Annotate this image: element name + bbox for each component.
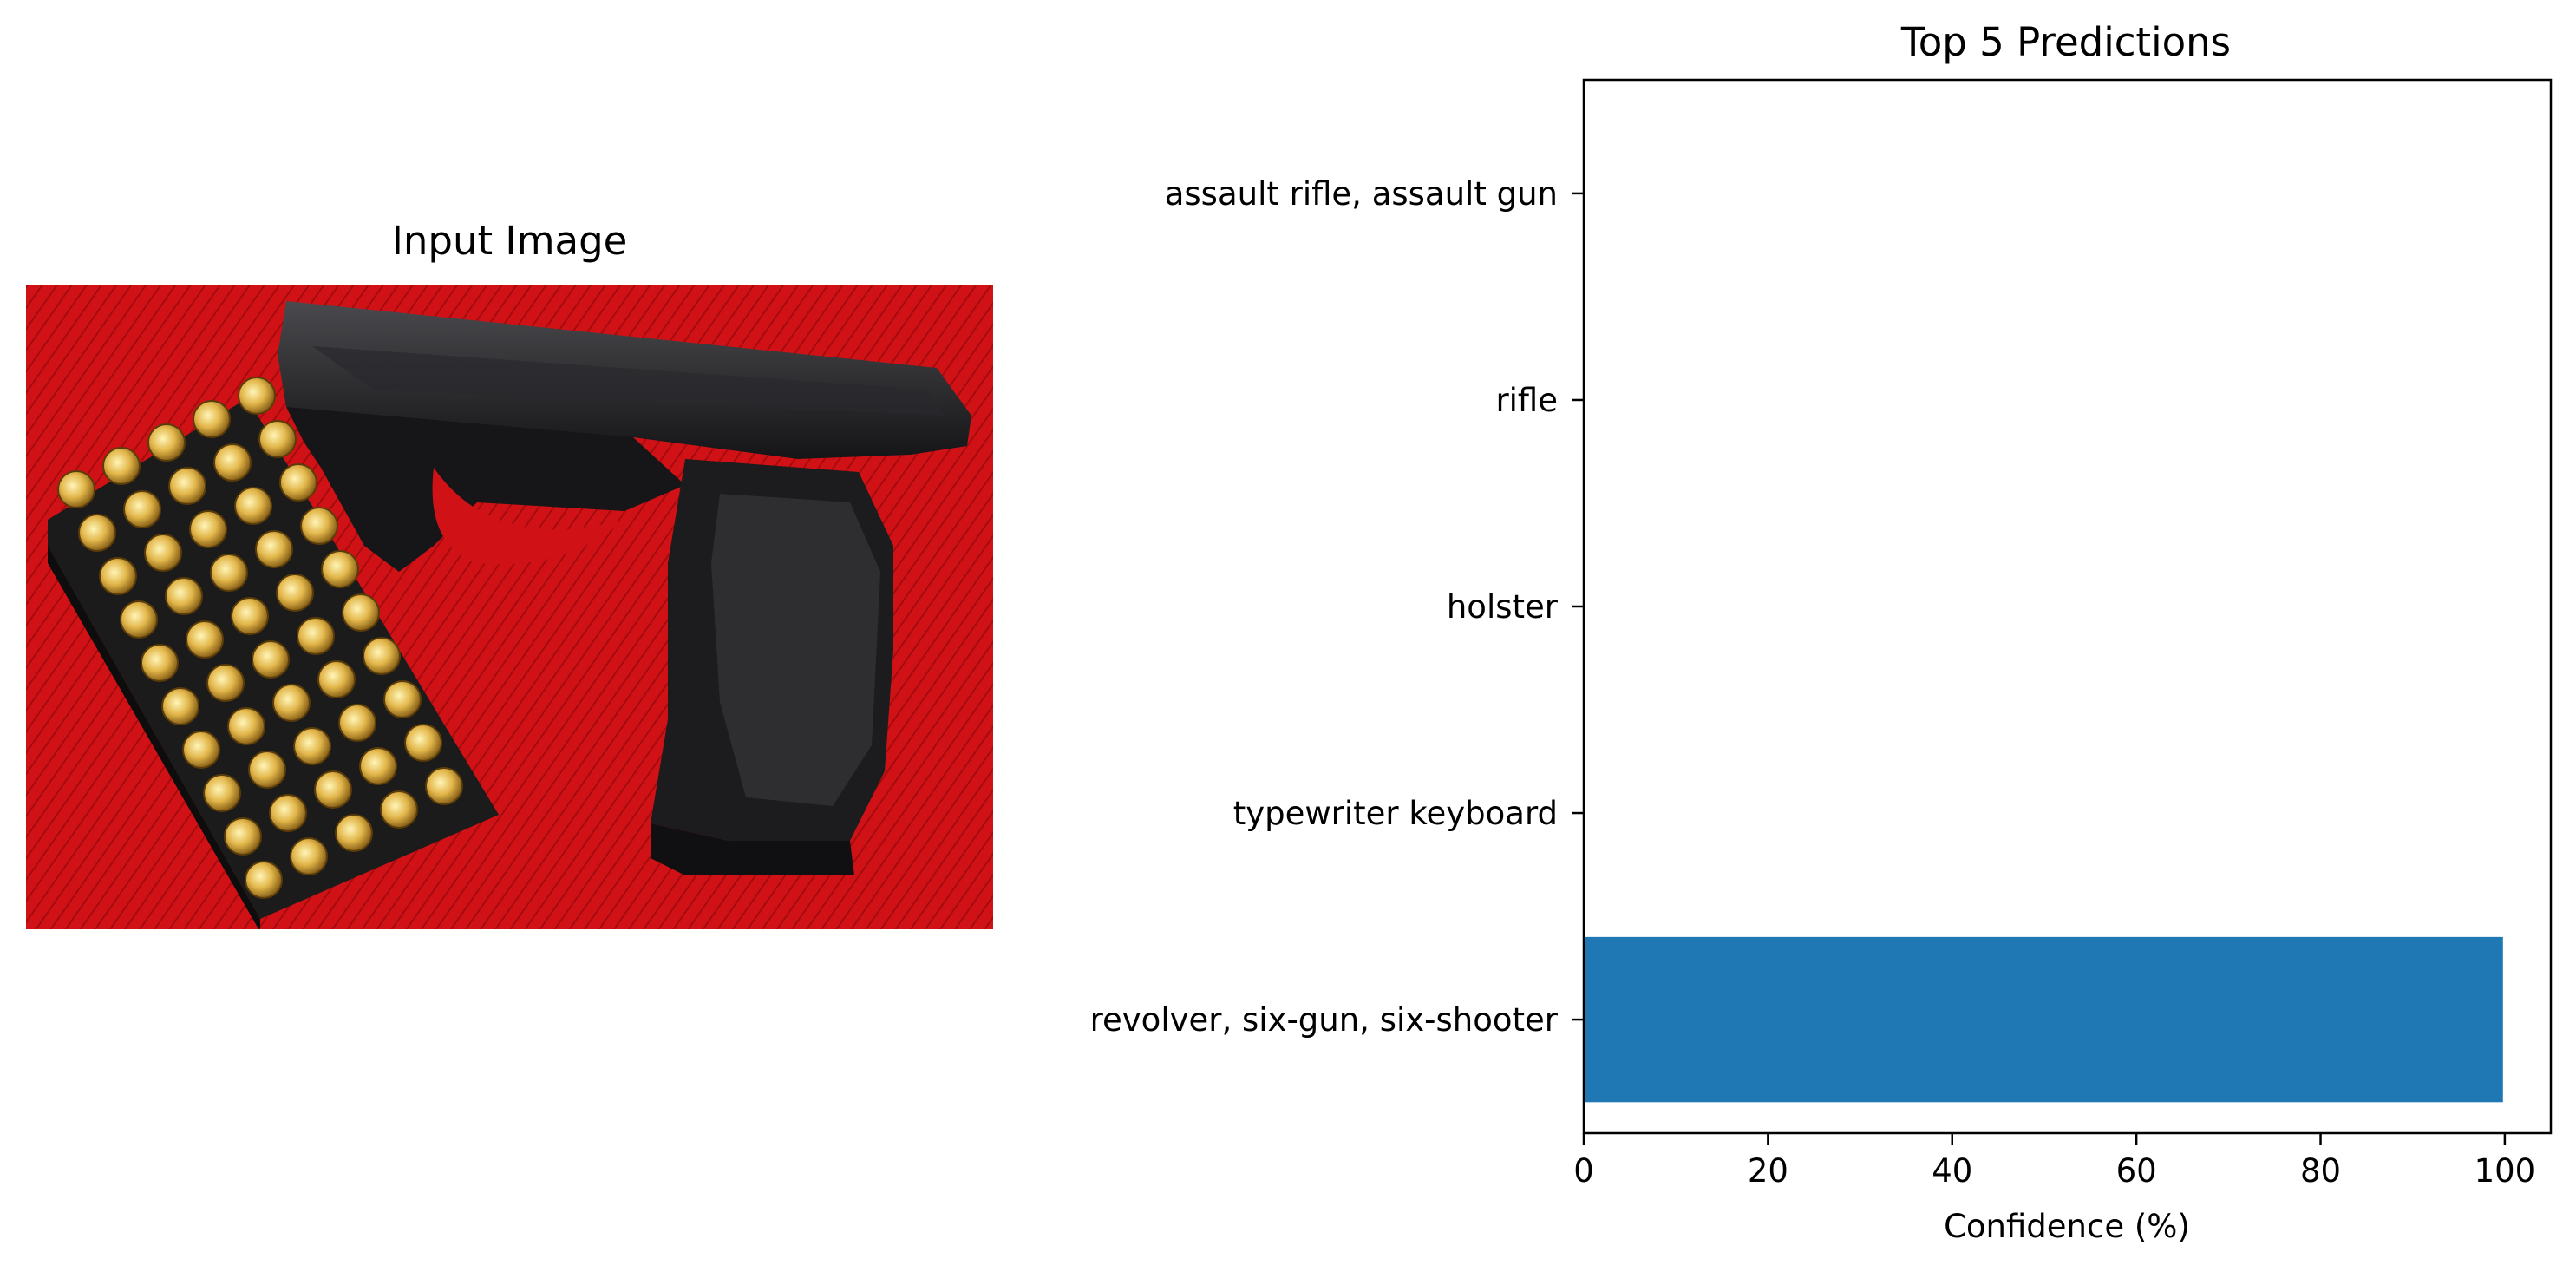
x-tick-label: 40 <box>1932 1152 1972 1190</box>
cartridge <box>213 443 252 482</box>
cartridge <box>314 770 352 809</box>
y-tick-label: assault rifle, assault gun <box>1165 175 1558 213</box>
cartridge <box>317 660 356 698</box>
cartridge <box>255 530 293 568</box>
cartridge <box>102 447 141 485</box>
cartridge <box>78 514 116 552</box>
x-tick-label: 60 <box>2116 1152 2157 1190</box>
bar-0 <box>1584 936 2503 1103</box>
y-tick-label: revolver, six-gun, six-shooter <box>1090 1001 1559 1039</box>
cartridge <box>297 617 335 655</box>
cartridge <box>279 463 317 502</box>
cartridge <box>252 640 290 679</box>
cartridge <box>99 557 137 595</box>
plot-area-frame <box>1582 78 2553 1135</box>
cartridge <box>380 790 418 829</box>
cartridge <box>165 577 203 615</box>
cartridge <box>293 727 331 765</box>
cartridge <box>168 467 206 505</box>
cartridge <box>210 554 248 592</box>
cartridge <box>123 490 161 528</box>
cartridge <box>258 420 297 458</box>
cartridge <box>203 774 241 812</box>
input-image-title: Input Image <box>391 218 628 264</box>
cartridge <box>321 550 359 588</box>
cartridge <box>335 814 373 852</box>
input-image <box>26 285 993 929</box>
cartridge <box>300 507 338 545</box>
cartridge <box>276 574 314 612</box>
cartridge <box>224 817 262 856</box>
cartridge <box>290 837 328 875</box>
cartridge <box>248 751 286 789</box>
cartridge <box>383 680 422 718</box>
x-tick-label: 20 <box>1748 1152 1788 1190</box>
x-tick-label: 100 <box>2475 1152 2536 1190</box>
cartridge <box>227 707 265 745</box>
chart-title: Top 5 Predictions <box>1900 19 2231 65</box>
cartridge <box>272 684 311 722</box>
cartridge <box>363 637 401 675</box>
x-axis-label: Confidence (%) <box>1944 1208 2190 1245</box>
pistol-and-ammo-illustration <box>26 285 993 929</box>
cartridge <box>342 593 380 632</box>
cartridge <box>425 767 463 805</box>
cartridge <box>186 620 224 659</box>
y-tick-label: rifle <box>1495 382 1558 419</box>
cartridge <box>120 600 158 639</box>
cartridge <box>161 687 199 725</box>
cartridge <box>57 470 95 508</box>
cartridge <box>404 724 442 762</box>
x-tick-label: 0 <box>1573 1152 1594 1190</box>
cartridge <box>234 487 272 525</box>
cartridge <box>147 423 186 462</box>
cartridge <box>144 534 182 572</box>
cartridge <box>189 510 227 548</box>
x-tick-label: 80 <box>2300 1152 2341 1190</box>
y-tick-label: holster <box>1447 588 1559 626</box>
cartridge <box>231 597 269 635</box>
cartridge <box>338 704 376 742</box>
cartridge <box>359 747 397 785</box>
cartridge <box>238 377 276 415</box>
cartridge <box>193 400 231 438</box>
cartridge <box>269 794 307 832</box>
cartridge <box>141 644 179 682</box>
cartridge <box>182 731 220 769</box>
cartridge <box>206 664 245 702</box>
cartridge <box>245 861 283 899</box>
y-tick-label: typewriter keyboard <box>1233 795 1558 832</box>
